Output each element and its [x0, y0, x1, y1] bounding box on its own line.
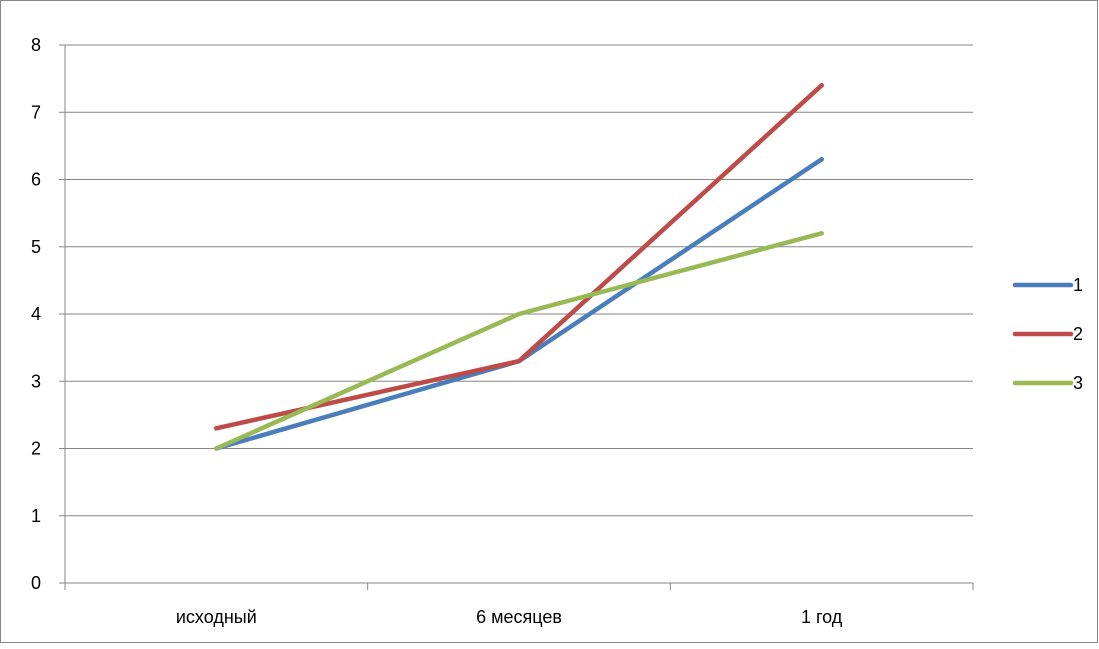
y-tick-label: 1 — [31, 506, 41, 526]
data-point — [819, 157, 824, 162]
x-tick-label: 1 год — [801, 607, 843, 627]
y-tick-label: 7 — [31, 102, 41, 122]
y-tick-label: 3 — [31, 371, 41, 391]
x-tick-label: 6 месяцев — [476, 607, 562, 627]
data-point — [819, 83, 824, 88]
gridlines — [65, 44, 973, 517]
y-tick-label: 4 — [31, 304, 41, 324]
legend-label: 3 — [1073, 373, 1083, 393]
y-tick-label: 5 — [31, 237, 41, 257]
series-lines — [214, 83, 824, 451]
legend: 1 2 3 — [1012, 275, 1083, 393]
legend-label: 1 — [1073, 275, 1083, 295]
x-tick-label: исходный — [176, 607, 257, 627]
data-point — [214, 426, 219, 431]
data-point — [516, 311, 522, 317]
y-tick-label: 6 — [31, 170, 41, 190]
data-point — [516, 358, 522, 364]
series-line-3 — [214, 231, 824, 451]
data-point — [819, 231, 824, 236]
y-tick-label: 2 — [31, 439, 41, 459]
y-tick-label: 0 — [31, 573, 41, 593]
data-point — [214, 446, 219, 451]
series-line-1 — [214, 157, 824, 451]
y-tick-label: 8 — [31, 35, 41, 55]
legend-label: 2 — [1073, 324, 1083, 344]
axes: 0 1 2 3 4 5 6 7 8 исходный 6 месяцев 1 год — [31, 35, 974, 627]
